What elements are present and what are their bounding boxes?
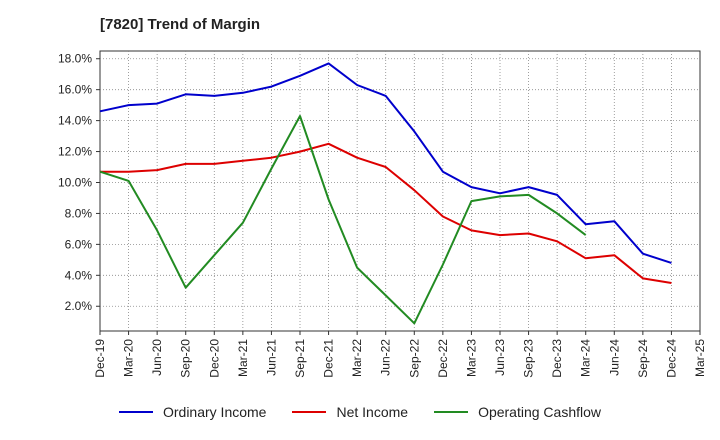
- x-tick-label: Mar-22: [350, 339, 364, 377]
- y-tick-label: 16.0%: [58, 83, 92, 97]
- legend-swatch: [118, 411, 153, 413]
- x-tick-label: Mar-21: [236, 339, 250, 377]
- chart-title: [7820] Trend of Margin: [100, 16, 261, 33]
- series-line-ordinary-income: [99, 62, 672, 264]
- x-tick-label: Sep-20: [179, 339, 193, 378]
- y-tick-label: 4.0%: [65, 268, 93, 282]
- x-tick-label: Mar-20: [122, 339, 136, 377]
- x-tick-label: Mar-23: [464, 339, 478, 377]
- legend-item: Net Income: [292, 404, 408, 420]
- x-tick-label: Dec-20: [207, 339, 221, 378]
- y-tick-label: 8.0%: [65, 206, 93, 220]
- series-line-operating-cashflow: [99, 115, 587, 325]
- x-tick-label: Sep-23: [522, 339, 536, 378]
- grid-lines: [100, 51, 700, 331]
- x-tick-label: Sep-24: [636, 339, 650, 378]
- y-axis-ticks: 2.0% 4.0% 6.0% 8.0% 10.0% 12.0% 14.0% 16.0% 18.0…: [58, 52, 100, 313]
- x-tick-label: Dec-24: [664, 339, 678, 378]
- legend-label: Net Income: [336, 404, 409, 420]
- y-tick-label: 10.0%: [58, 175, 92, 189]
- x-tick-label: Sep-21: [293, 339, 307, 378]
- legend-swatch: [292, 411, 327, 413]
- x-tick-label: Dec-22: [436, 339, 450, 378]
- legend-swatch: [434, 411, 469, 413]
- y-tick-label: 6.0%: [65, 237, 93, 251]
- x-tick-label: Jun-23: [493, 339, 507, 376]
- x-axis-ticks: Dec-19 Mar-20 Jun-20 Sep-20 Dec-20 Mar-21 Jun-…: [93, 331, 707, 378]
- x-tick-label: Dec-23: [550, 339, 564, 378]
- x-tick-label: Mar-24: [579, 339, 593, 377]
- x-tick-label: Jun-24: [607, 339, 621, 376]
- x-tick-label: Jun-21: [264, 339, 278, 376]
- y-tick-label: 2.0%: [65, 299, 93, 313]
- y-tick-label: 12.0%: [58, 145, 92, 159]
- legend: Ordinary Income Net Income Operating Cashf…: [0, 404, 720, 420]
- y-tick-label: 18.0%: [58, 52, 92, 66]
- series-lines: [99, 62, 672, 325]
- x-tick-label: Dec-19: [93, 339, 107, 378]
- x-tick-label: Dec-21: [322, 339, 336, 378]
- series-line-net-income: [100, 142, 672, 284]
- x-tick-label: Jun-20: [150, 339, 164, 376]
- line-chart: 2.0% 4.0% 6.0% 8.0% 10.0% 12.0% 14.0% 16.0% 18.0…: [58, 50, 707, 378]
- plot-area-frame: [99, 50, 701, 332]
- x-tick-label: Mar-25: [693, 339, 707, 377]
- legend-item: Operating Cashflow: [434, 404, 601, 420]
- legend-label: Operating Cashflow: [478, 404, 602, 420]
- x-tick-label: Jun-22: [379, 339, 393, 376]
- legend-label: Ordinary Income: [162, 404, 267, 420]
- x-tick-label: Sep-22: [407, 339, 421, 378]
- y-tick-label: 14.0%: [58, 114, 92, 128]
- legend-item: Ordinary Income: [118, 404, 267, 420]
